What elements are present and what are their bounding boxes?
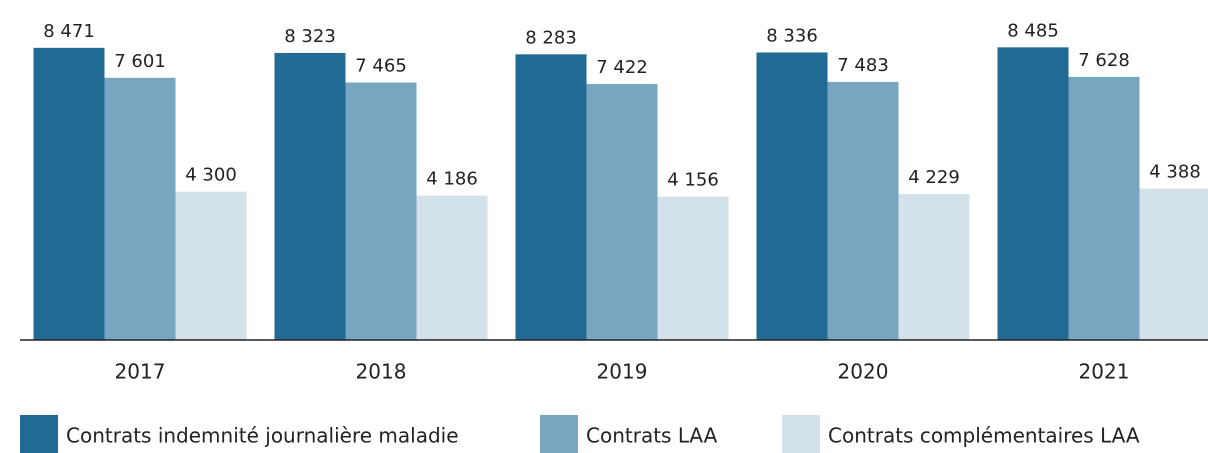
value-label: 8 283: [525, 27, 577, 48]
legend-label: Contrats LAA: [586, 424, 718, 448]
bar: [1068, 76, 1140, 340]
value-label: 4 229: [908, 167, 960, 188]
bar: [657, 196, 729, 340]
value-label: 8 336: [766, 25, 818, 46]
legend-swatch: [540, 415, 578, 453]
bar: [416, 195, 488, 340]
value-label: 4 388: [1149, 162, 1201, 183]
x-tick-label: 2019: [597, 360, 648, 384]
x-tick-label: 2017: [115, 360, 166, 384]
bar: [104, 77, 176, 340]
value-label: 8 485: [1007, 20, 1059, 41]
bar: [175, 191, 247, 340]
legend-swatch: [20, 415, 58, 453]
bar: [997, 47, 1069, 341]
value-label: 4 300: [185, 165, 237, 186]
value-label: 7 422: [596, 57, 648, 78]
value-label: 4 186: [426, 169, 478, 190]
value-label: 8 323: [284, 26, 336, 47]
legend-label: Contrats indemnité journalière maladie: [66, 424, 459, 448]
bar: [898, 194, 970, 340]
bar: [345, 82, 417, 340]
x-tick-label: 2021: [1079, 360, 1130, 384]
bar: [1139, 188, 1208, 340]
x-tick-label: 2018: [356, 360, 407, 384]
bar: [756, 52, 828, 340]
legend-label: Contrats complémentaires LAA: [828, 424, 1140, 448]
value-label: 7 483: [837, 55, 889, 76]
value-label: 7 601: [114, 51, 166, 72]
legend-swatch: [782, 415, 820, 453]
bar: [586, 84, 658, 341]
value-label: 4 156: [667, 170, 719, 191]
x-tick-label: 2020: [838, 360, 889, 384]
bar: [33, 47, 105, 340]
bar: [274, 52, 346, 340]
bar: [827, 81, 899, 341]
value-label: 7 628: [1078, 50, 1130, 71]
bar: [515, 54, 587, 341]
value-label: 7 465: [355, 56, 407, 77]
value-label: 8 471: [43, 21, 95, 42]
